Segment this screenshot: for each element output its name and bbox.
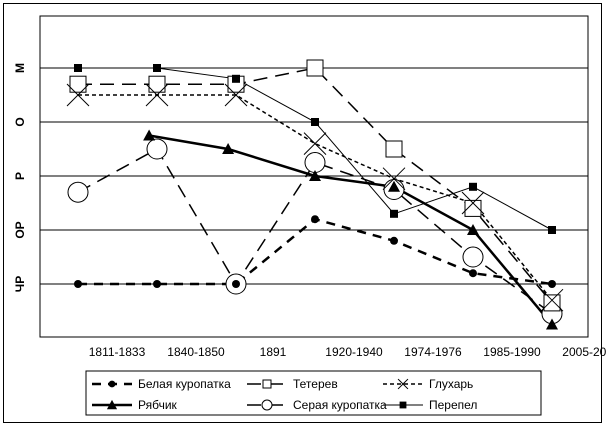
series-line <box>148 134 553 326</box>
marker-filled-triangle <box>546 318 558 330</box>
marker-filled-circle <box>390 236 398 245</box>
marker-filled-triangle <box>309 170 321 181</box>
chart-border <box>3 3 602 423</box>
marker-cross <box>461 191 485 215</box>
marker-filled-circle <box>469 269 477 278</box>
legend-box <box>85 370 542 416</box>
marker-filled-triangle <box>106 399 118 410</box>
y-tick-label: О <box>13 117 27 126</box>
marker-filled-square <box>399 401 407 409</box>
x-tick-label: 1974-1976 <box>404 345 462 359</box>
marker-cross-stroke <box>382 167 406 191</box>
marker-cross <box>145 83 169 107</box>
marker-filled-circle <box>232 280 240 288</box>
x-tick-label: 2005-2010 <box>562 345 607 359</box>
x-tick-label: 1920-1940 <box>325 345 383 359</box>
marker-filled-square <box>153 64 161 72</box>
marker-open-square <box>543 294 561 312</box>
marker-filled-square <box>232 74 240 83</box>
marker-open-circle <box>261 399 273 411</box>
legend: Белая куропатка Тетерев Глухарь Рябчик Серая… <box>85 370 542 416</box>
marker-filled-square <box>548 226 556 234</box>
marker-cross-stroke <box>461 191 485 215</box>
legend-label: Глухарь <box>429 377 473 391</box>
legend-label: Перепел <box>429 398 477 412</box>
marker-filled-triangle <box>388 180 400 192</box>
marker-open-circle <box>146 138 168 160</box>
marker-filled-circle <box>548 280 556 288</box>
marker-filled-square <box>390 209 398 218</box>
legend-label: Белая куропатка <box>138 377 231 391</box>
marker-cross-stroke <box>145 83 169 107</box>
marker-cross-stroke <box>397 378 409 390</box>
x-tick-label: 1985-1990 <box>483 345 541 359</box>
legend-label: Серая куропатка <box>293 398 387 412</box>
marker-open-square <box>69 75 87 93</box>
series-layer <box>66 59 564 330</box>
marker-open-square <box>306 59 324 77</box>
legend-label: Тетерев <box>293 377 338 391</box>
marker-cross-stroke <box>224 83 248 107</box>
marker-filled-square <box>469 182 477 191</box>
marker-cross-stroke <box>303 132 327 155</box>
marker-filled-circle <box>311 215 319 224</box>
marker-cross <box>397 378 409 390</box>
x-tick-label: 1891 <box>260 345 287 359</box>
marker-cross <box>540 288 564 312</box>
marker-open-square <box>385 140 403 158</box>
marker-open-circle <box>462 246 484 268</box>
marker-filled-circle <box>74 280 82 288</box>
marker-filled-triangle <box>143 129 156 141</box>
marker-open-circle <box>67 181 89 203</box>
marker-cross <box>382 167 406 191</box>
marker-filled-triangle <box>222 143 235 154</box>
y-tick-label: ОР <box>13 221 27 238</box>
marker-cross <box>224 83 248 107</box>
marker-cross-stroke <box>540 288 564 312</box>
y-tick-label: Р <box>13 172 27 180</box>
y-tick-label: М <box>13 63 27 73</box>
marker-open-square <box>464 199 482 217</box>
marker-open-square <box>262 379 272 389</box>
marker-filled-triangle <box>467 224 479 235</box>
x-tick-label: 1811-1833 <box>89 345 146 359</box>
marker-filled-square <box>311 118 319 126</box>
marker-open-circle <box>304 152 326 173</box>
marker-cross <box>303 132 327 155</box>
marker-open-square <box>148 75 166 93</box>
x-axis-ticks: 1811-1833 1840-1850 1891 1920-1940 1974-1976… <box>89 345 607 359</box>
legend-label: Рябчик <box>138 398 178 412</box>
y-tick-label: ЧР <box>13 276 27 292</box>
y-axis-ticks: ЧР ОР Р О М <box>13 63 27 292</box>
marker-filled-circle <box>108 380 116 388</box>
marker-filled-square <box>74 64 82 72</box>
marker-cross <box>66 83 90 107</box>
marker-filled-circle <box>153 280 161 288</box>
x-tick-label: 1840-1850 <box>167 345 225 359</box>
marker-cross-stroke <box>66 83 90 107</box>
